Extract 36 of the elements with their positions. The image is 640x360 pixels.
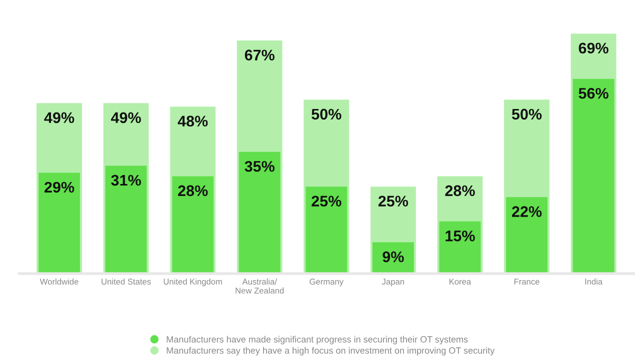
data-label: 29% <box>44 182 74 193</box>
data-label: 28% <box>445 185 475 196</box>
legend-label: Manufacturers say they have a high focus on investment on improving OT security <box>166 347 495 356</box>
data-label: 25% <box>378 196 408 207</box>
bar <box>172 176 214 274</box>
x-tick-label: France <box>514 278 540 285</box>
x-tick-label: Japan <box>382 278 404 286</box>
bar <box>105 166 147 274</box>
x-tick-label: United Kingdom <box>164 278 222 286</box>
bar <box>238 152 280 274</box>
data-label: 69% <box>578 42 608 54</box>
legend-label: Manufacturers have made significant progress in securing their OT systems <box>166 336 468 344</box>
data-label: 31% <box>111 174 141 186</box>
data-label: 56% <box>578 88 608 99</box>
data-label: 50% <box>312 108 342 120</box>
x-tick-label: Australia/ New Zealand <box>236 278 284 294</box>
x-tick-label: India <box>585 278 603 285</box>
data-label: 28% <box>178 185 208 196</box>
data-label: 35% <box>244 160 275 172</box>
data-label: 50% <box>512 108 542 120</box>
data-label: 49% <box>44 112 74 124</box>
data-label: 67% <box>244 50 275 60</box>
bar <box>572 78 614 274</box>
bar <box>506 197 548 274</box>
data-label: 9% <box>382 251 404 262</box>
x-tick-label: Korea <box>450 278 472 285</box>
data-label: 22% <box>512 206 542 217</box>
data-label: 25% <box>312 196 342 207</box>
data-label: 15% <box>446 230 475 242</box>
x-tick-label: Germany <box>310 278 344 286</box>
data-label: 48% <box>178 116 208 127</box>
data-label: 49% <box>110 112 141 124</box>
bar <box>38 172 80 274</box>
bar <box>306 186 348 274</box>
x-tick-label: United States <box>102 278 151 285</box>
x-tick-label: Worldwide <box>40 278 78 285</box>
